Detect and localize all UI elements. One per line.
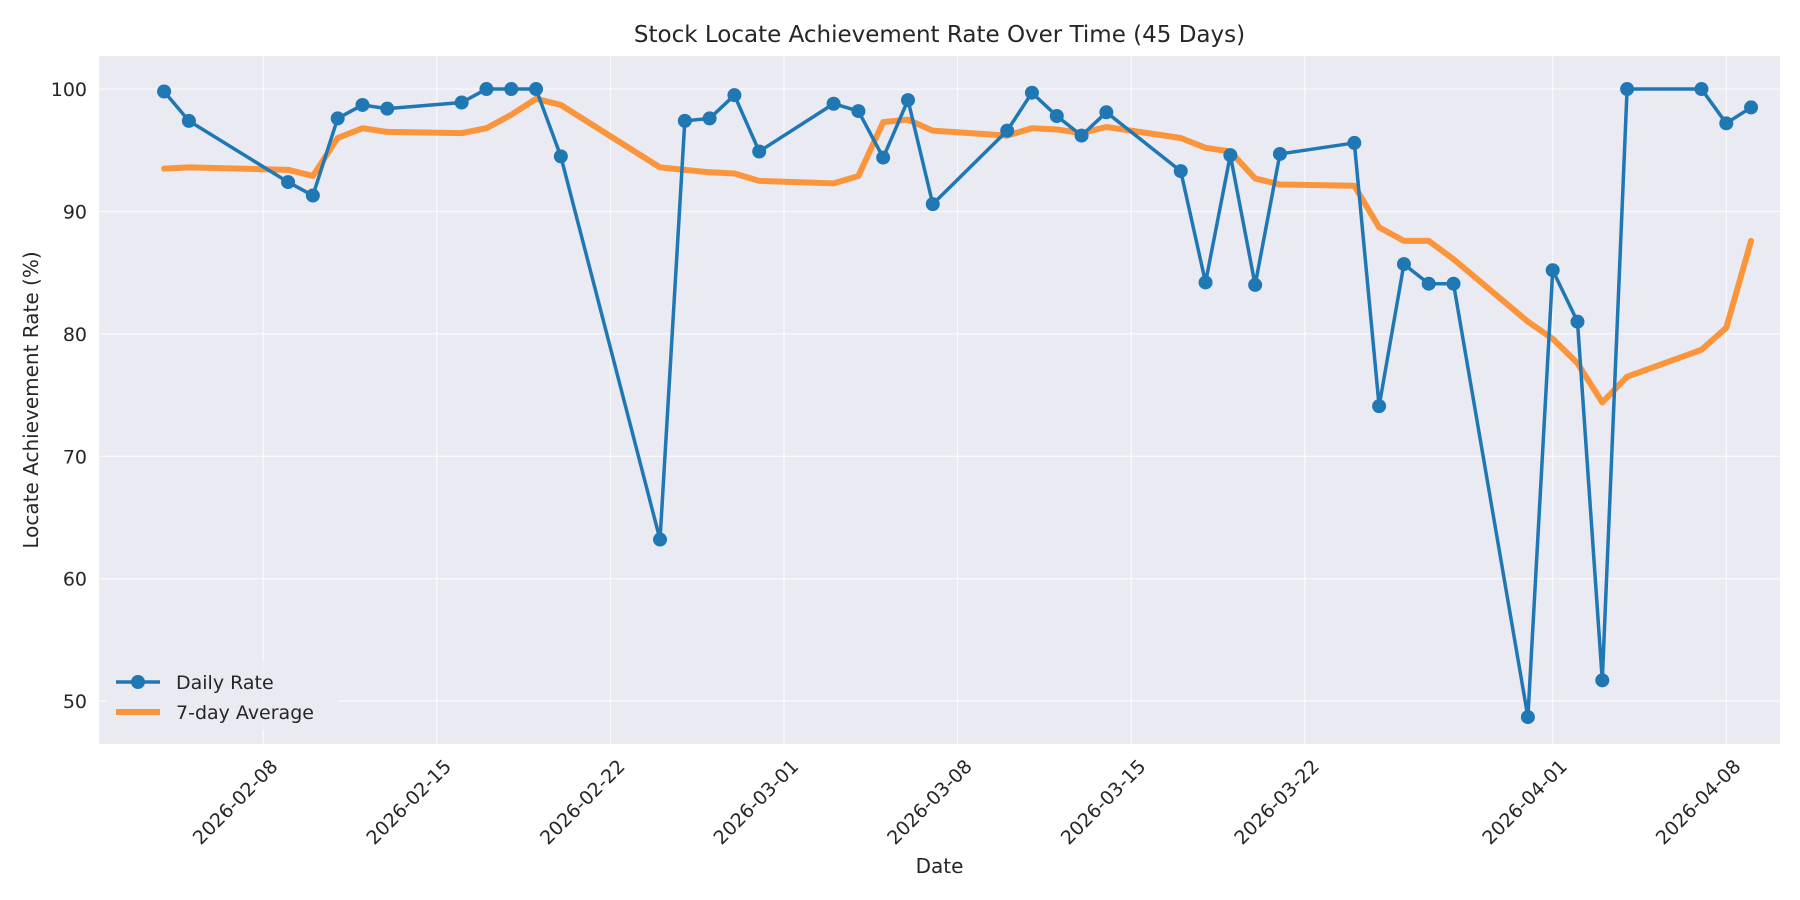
daily-rate-point <box>900 93 915 108</box>
daily-rate-point <box>826 96 841 111</box>
daily-rate-point <box>1396 257 1411 272</box>
daily-rate-point <box>479 82 494 97</box>
daily-rate-point <box>1620 82 1635 97</box>
daily-rate-point <box>1198 275 1213 290</box>
legend-label-7-day-average: 7-day Average <box>176 702 314 724</box>
y-tick-label: 50 <box>63 691 87 713</box>
daily-rate-point <box>1099 105 1114 120</box>
daily-rate-point <box>1248 277 1263 292</box>
daily-rate-point <box>1173 164 1188 179</box>
daily-rate-point <box>1347 135 1362 150</box>
daily-rate-point <box>1719 116 1734 131</box>
daily-rate-point <box>553 149 568 164</box>
daily-rate-point <box>1372 399 1387 414</box>
daily-rate-point <box>305 188 320 203</box>
daily-rate-point <box>330 111 345 126</box>
legend-frame <box>106 660 338 730</box>
daily-rate-point <box>1545 263 1560 278</box>
daily-rate-point <box>1421 276 1436 291</box>
chart-title: Stock Locate Achievement Rate Over Time … <box>634 22 1245 48</box>
daily-rate-point <box>876 150 891 165</box>
daily-rate-point <box>925 197 940 212</box>
daily-rate-point <box>504 82 519 97</box>
daily-rate-point <box>355 97 370 112</box>
daily-rate-point <box>1049 108 1064 123</box>
daily-rate-point <box>1744 100 1759 115</box>
y-tick-label: 100 <box>51 79 87 101</box>
y-axis-ticks: 50 60 70 80 90 100 <box>51 79 87 713</box>
legend: Daily Rate 7-day Average <box>106 660 338 730</box>
y-tick-label: 90 <box>63 201 87 223</box>
daily-rate-point <box>1223 148 1238 163</box>
daily-rate-point <box>1570 314 1585 329</box>
y-tick-label: 60 <box>63 569 87 591</box>
daily-rate-point <box>1694 82 1709 97</box>
daily-rate-point <box>727 88 742 103</box>
daily-rate-point <box>1446 276 1461 291</box>
legend-label-daily-rate: Daily Rate <box>176 672 274 694</box>
series-layer <box>157 82 1759 725</box>
daily-rate-point <box>851 104 866 119</box>
grid-lines <box>99 56 1780 744</box>
y-tick-label: 80 <box>63 324 87 346</box>
daily-rate-point <box>281 175 296 190</box>
daily-rate-point <box>653 532 668 547</box>
daily-rate-point <box>677 113 692 128</box>
daily-rate-point <box>157 84 172 99</box>
daily-rate-point <box>702 111 717 126</box>
daily-rate-point <box>1074 128 1089 143</box>
daily-rate-point <box>1024 85 1039 100</box>
daily-rate-point <box>380 101 395 116</box>
daily-rate-point <box>454 95 469 110</box>
daily-rate-point <box>181 113 196 128</box>
daily-rate-point <box>529 82 544 97</box>
x-axis-label: Date <box>916 854 964 878</box>
legend-marker-daily-rate <box>131 675 145 689</box>
plot-area <box>99 56 1780 744</box>
y-tick-label: 70 <box>63 446 87 468</box>
daily-rate-point <box>752 144 767 159</box>
daily-rate-point <box>1000 123 1015 138</box>
daily-rate-point <box>1595 673 1610 688</box>
daily-rate-point <box>1272 146 1287 161</box>
y-axis-label: Locate Achievement Rate (%) <box>19 251 43 548</box>
daily-rate-point <box>1520 710 1535 725</box>
